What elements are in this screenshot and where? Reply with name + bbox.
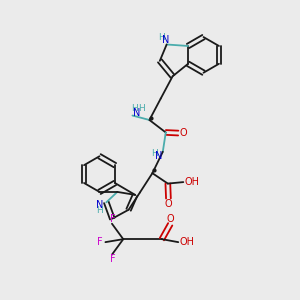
- Text: N: N: [162, 35, 170, 45]
- Text: F: F: [110, 254, 116, 264]
- Text: H: H: [158, 33, 165, 42]
- Text: H: H: [151, 149, 158, 158]
- Text: H: H: [96, 206, 103, 215]
- Text: OH: OH: [180, 237, 195, 247]
- Text: O: O: [167, 214, 175, 224]
- Text: F: F: [110, 214, 116, 224]
- Text: H: H: [138, 104, 145, 113]
- Text: OH: OH: [184, 177, 199, 187]
- Text: N: N: [96, 200, 103, 210]
- Text: F: F: [97, 237, 103, 247]
- Text: N: N: [133, 108, 141, 118]
- Text: O: O: [165, 199, 172, 209]
- Text: N: N: [155, 151, 162, 161]
- Text: H: H: [131, 104, 138, 113]
- Text: O: O: [180, 128, 188, 138]
